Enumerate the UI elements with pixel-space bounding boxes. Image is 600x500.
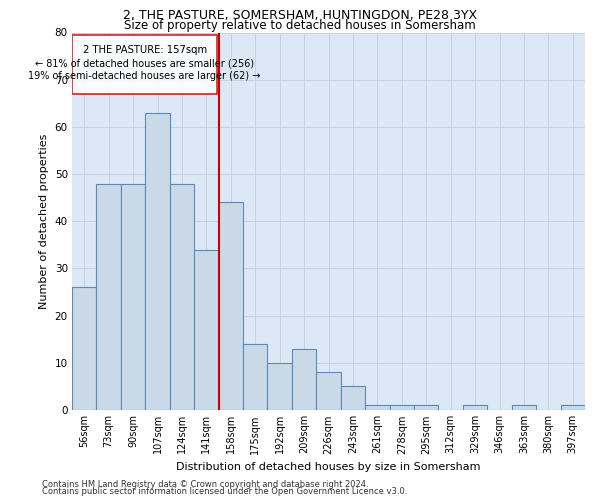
- Bar: [292, 348, 316, 410]
- Bar: [341, 386, 365, 410]
- Bar: [268, 363, 292, 410]
- Text: 19% of semi-detached houses are larger (62) →: 19% of semi-detached houses are larger (…: [28, 72, 261, 82]
- Text: Contains public sector information licensed under the Open Government Licence v3: Contains public sector information licen…: [42, 487, 407, 496]
- X-axis label: Distribution of detached houses by size in Somersham: Distribution of detached houses by size …: [176, 462, 481, 472]
- Text: Size of property relative to detached houses in Somersham: Size of property relative to detached ho…: [124, 19, 476, 32]
- Bar: [389, 406, 414, 410]
- Bar: [463, 406, 487, 410]
- Bar: [512, 406, 536, 410]
- Bar: [218, 202, 243, 410]
- Bar: [365, 406, 389, 410]
- Bar: [145, 112, 170, 410]
- Text: Contains HM Land Registry data © Crown copyright and database right 2024.: Contains HM Land Registry data © Crown c…: [42, 480, 368, 489]
- Bar: [414, 406, 439, 410]
- Bar: [316, 372, 341, 410]
- Bar: [72, 35, 217, 94]
- Text: 2, THE PASTURE, SOMERSHAM, HUNTINGDON, PE28 3YX: 2, THE PASTURE, SOMERSHAM, HUNTINGDON, P…: [123, 9, 477, 22]
- Y-axis label: Number of detached properties: Number of detached properties: [39, 134, 49, 309]
- Bar: [72, 288, 97, 410]
- Text: 2 THE PASTURE: 157sqm: 2 THE PASTURE: 157sqm: [83, 45, 207, 55]
- Bar: [170, 184, 194, 410]
- Bar: [194, 250, 218, 410]
- Bar: [243, 344, 268, 410]
- Bar: [97, 184, 121, 410]
- Text: ← 81% of detached houses are smaller (256): ← 81% of detached houses are smaller (25…: [35, 58, 254, 68]
- Bar: [121, 184, 145, 410]
- Bar: [560, 406, 585, 410]
